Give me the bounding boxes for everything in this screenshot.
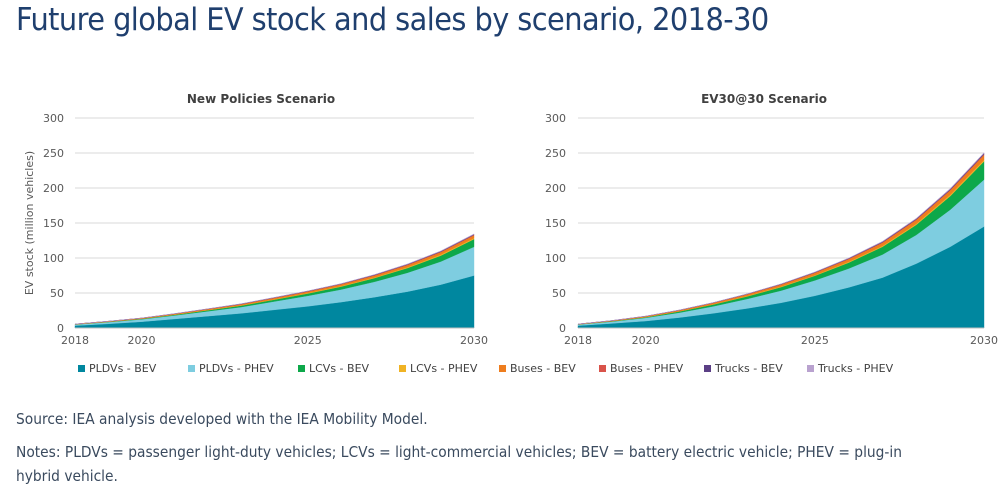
legend-item: LCVs - BEV <box>298 362 399 375</box>
legend: PLDVs - BEV PLDVs - PHEV LCVs - BEV LCVs - … <box>78 362 907 375</box>
x-tick-label: 2018 <box>61 334 89 347</box>
legend-swatch <box>499 365 506 372</box>
legend-item: Buses - PHEV <box>599 362 704 375</box>
chart-title: New Policies Scenario <box>187 92 335 106</box>
y-tick-label: 0 <box>559 322 566 335</box>
y-tick-label: 250 <box>43 147 64 160</box>
x-tick-label: 2025 <box>294 334 322 347</box>
page-title: Future global EV stock and sales by scen… <box>16 2 769 38</box>
legend-item: Trucks - PHEV <box>807 362 907 375</box>
y-tick-label: 50 <box>50 287 64 300</box>
legend-item: LCVs - PHEV <box>399 362 499 375</box>
y-tick-label: 100 <box>43 252 64 265</box>
legend-item: PLDVs - PHEV <box>188 362 298 375</box>
x-tick-label: 2018 <box>564 334 592 347</box>
legend-item: Buses - BEV <box>499 362 599 375</box>
legend-swatch <box>599 365 606 372</box>
charts-area: New Policies Scenario 0 50 100 150 200 250 300 2… <box>23 92 998 347</box>
y-tick-label: 200 <box>545 182 566 195</box>
legend-item: Trucks - BEV <box>704 362 807 375</box>
x-tick-label: 2020 <box>632 334 660 347</box>
x-tick-label: 2020 <box>128 334 156 347</box>
x-tick-label: 2030 <box>970 334 998 347</box>
y-tick-label: 300 <box>43 112 64 125</box>
legend-swatch <box>704 365 711 372</box>
chart-title: EV30@30 Scenario <box>701 92 827 106</box>
y-tick-label: 300 <box>545 112 566 125</box>
x-tick-label: 2030 <box>460 334 488 347</box>
y-tick-label: 150 <box>545 217 566 230</box>
y-tick-label: 250 <box>545 147 566 160</box>
legend-label: Trucks - BEV <box>715 362 783 375</box>
y-tick-label: 200 <box>43 182 64 195</box>
legend-label: Buses - BEV <box>510 362 576 375</box>
notes-line-2: hybrid vehicle. <box>16 467 118 485</box>
legend-item: PLDVs - BEV <box>78 362 188 375</box>
legend-label: PLDVs - BEV <box>89 362 157 375</box>
legend-swatch <box>78 365 85 372</box>
legend-label: LCVs - PHEV <box>410 362 478 375</box>
x-tick-label: 2025 <box>801 334 829 347</box>
legend-label: Buses - PHEV <box>610 362 684 375</box>
chart-panel-2: EV30@30 Scenario 0 50 100 150 200 250 300 2018 20… <box>545 92 998 347</box>
source-note: Source: IEA analysis developed with the … <box>16 410 428 428</box>
y-tick-label: 150 <box>43 217 64 230</box>
legend-label: Trucks - PHEV <box>818 362 894 375</box>
y-tick-label: 50 <box>552 287 566 300</box>
y-axis-label: EV stock (million vehicles) <box>23 151 36 295</box>
legend-swatch <box>188 365 195 372</box>
y-tick-label: 100 <box>545 252 566 265</box>
notes-line-1: Notes: PLDVs = passenger light-duty vehi… <box>16 443 902 461</box>
legend-swatch <box>298 365 305 372</box>
legend-label: LCVs - BEV <box>309 362 370 375</box>
area-trucks-phev <box>74 233 475 325</box>
y-tick-label: 0 <box>57 322 64 335</box>
notes: Notes: PLDVs = passenger light-duty vehi… <box>16 440 902 488</box>
area-trucks-phev <box>577 152 985 325</box>
legend-swatch <box>807 365 814 372</box>
chart-panel-1: New Policies Scenario 0 50 100 150 200 250 300 2… <box>23 92 488 347</box>
legend-label: PLDVs - PHEV <box>199 362 274 375</box>
legend-swatch <box>399 365 406 372</box>
